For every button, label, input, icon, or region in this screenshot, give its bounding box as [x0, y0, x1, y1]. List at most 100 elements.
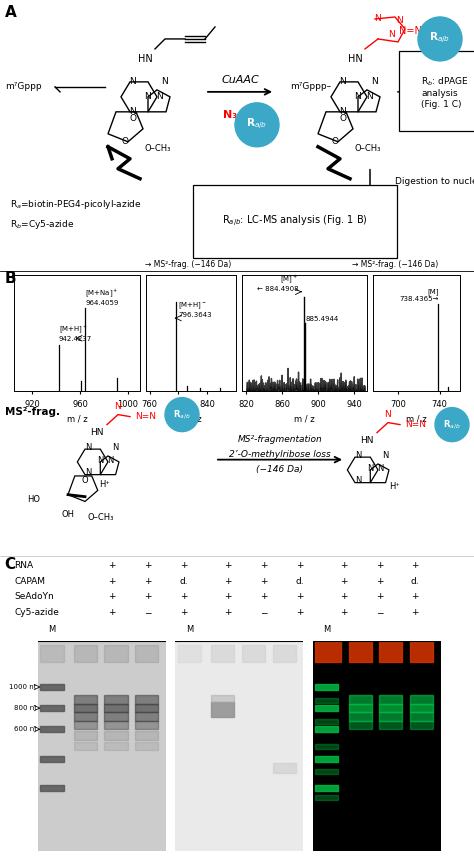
Bar [410, 703, 433, 712]
Bar [104, 712, 128, 721]
Text: R$_b$=Cy5-azide: R$_b$=Cy5-azide [10, 218, 74, 231]
Text: CAPAM: CAPAM [14, 577, 45, 586]
Bar [349, 696, 372, 703]
X-axis label: m / z: m / z [406, 415, 427, 423]
Text: N: N [377, 464, 383, 473]
Bar [40, 726, 64, 733]
Circle shape [435, 408, 469, 442]
Text: OH: OH [62, 510, 74, 519]
Text: +: + [340, 562, 348, 570]
Text: −: − [376, 608, 383, 617]
Text: 1000 nt: 1000 nt [9, 684, 36, 690]
Text: N: N [162, 77, 168, 86]
Text: +: + [296, 593, 303, 601]
Bar [104, 696, 128, 703]
Text: HN: HN [90, 428, 104, 437]
Bar [379, 703, 402, 712]
Bar [273, 645, 296, 662]
Text: O: O [331, 138, 338, 146]
Text: +: + [224, 577, 232, 586]
Text: R$_{a/b}$: R$_{a/b}$ [443, 418, 461, 431]
Bar [135, 742, 158, 750]
Text: H⁺: H⁺ [100, 480, 110, 489]
Bar [178, 645, 201, 662]
Text: N: N [129, 108, 137, 116]
Text: R$_{a/b}$: LC-MS analysis (Fig. 1 B): R$_{a/b}$: LC-MS analysis (Fig. 1 B) [222, 214, 368, 230]
Text: N: N [85, 443, 91, 452]
Bar [315, 726, 338, 733]
Bar [349, 703, 372, 712]
Text: 2’-O-methylribose loss: 2’-O-methylribose loss [229, 450, 331, 459]
Bar [104, 645, 128, 662]
Text: +: + [340, 577, 348, 586]
Text: m⁷Gppp–: m⁷Gppp– [290, 83, 331, 91]
Bar [74, 645, 97, 662]
Text: (−146 Da): (−146 Da) [256, 465, 303, 474]
Text: +: + [376, 593, 383, 601]
Text: MS²-frag.: MS²-frag. [5, 407, 60, 416]
Text: N: N [355, 476, 361, 485]
Text: N=N: N=N [399, 26, 421, 36]
Bar [135, 645, 158, 662]
Bar [410, 696, 433, 703]
Text: N₃: N₃ [223, 110, 237, 120]
Bar [135, 721, 158, 729]
Text: C: C [5, 557, 16, 572]
Text: → MS²-frag. (−146 Da): → MS²-frag. (−146 Da) [145, 261, 231, 269]
Bar [74, 731, 97, 740]
Text: d.: d. [179, 577, 188, 586]
Text: O: O [129, 114, 137, 123]
Text: R$_{a/b}$: R$_{a/b}$ [246, 117, 268, 132]
Text: +: + [260, 593, 267, 601]
Text: N: N [340, 108, 346, 116]
Bar [315, 756, 338, 762]
Text: −: − [260, 608, 267, 617]
Bar [315, 641, 341, 662]
Text: +: + [224, 593, 232, 601]
Bar [315, 769, 338, 775]
Bar [135, 712, 158, 721]
Text: O–CH₃: O–CH₃ [145, 144, 172, 153]
Text: HN: HN [360, 436, 374, 445]
Text: 800 nt: 800 nt [14, 705, 36, 711]
Text: +: + [109, 577, 116, 586]
Text: +: + [144, 577, 152, 586]
Bar [379, 721, 402, 729]
Circle shape [69, 276, 123, 298]
Text: N: N [145, 92, 151, 101]
Text: HN: HN [347, 54, 363, 64]
Circle shape [165, 397, 199, 432]
Circle shape [235, 103, 279, 147]
Text: N: N [115, 402, 121, 411]
Text: N: N [374, 15, 382, 23]
Text: 885.4944: 885.4944 [306, 316, 339, 322]
Bar [379, 712, 402, 721]
Bar [74, 742, 97, 750]
Text: +: + [144, 562, 152, 570]
Text: N: N [97, 456, 103, 465]
Text: N: N [367, 464, 373, 473]
Text: Digestion to nucleosides: Digestion to nucleosides [395, 177, 474, 187]
Circle shape [277, 284, 294, 291]
Text: +: + [260, 562, 267, 570]
Text: N: N [340, 77, 346, 86]
Bar [315, 795, 338, 800]
Bar [315, 697, 338, 703]
Text: [M]
738.4365→: [M] 738.4365→ [399, 288, 438, 302]
Bar [379, 641, 402, 662]
Text: N=N: N=N [135, 412, 156, 421]
Text: R$_a$: R$_a$ [88, 280, 104, 295]
Text: N: N [389, 30, 395, 40]
Text: M: M [48, 625, 55, 635]
Text: N: N [355, 452, 361, 460]
Circle shape [59, 284, 76, 291]
Text: +: + [144, 593, 152, 601]
Bar [315, 744, 338, 749]
Text: N: N [355, 92, 361, 101]
Text: N: N [107, 456, 113, 465]
Text: HO: HO [27, 495, 40, 504]
Text: HN: HN [137, 54, 152, 64]
Bar [74, 721, 97, 729]
Text: CuAAC: CuAAC [221, 75, 259, 85]
Bar [410, 721, 433, 729]
